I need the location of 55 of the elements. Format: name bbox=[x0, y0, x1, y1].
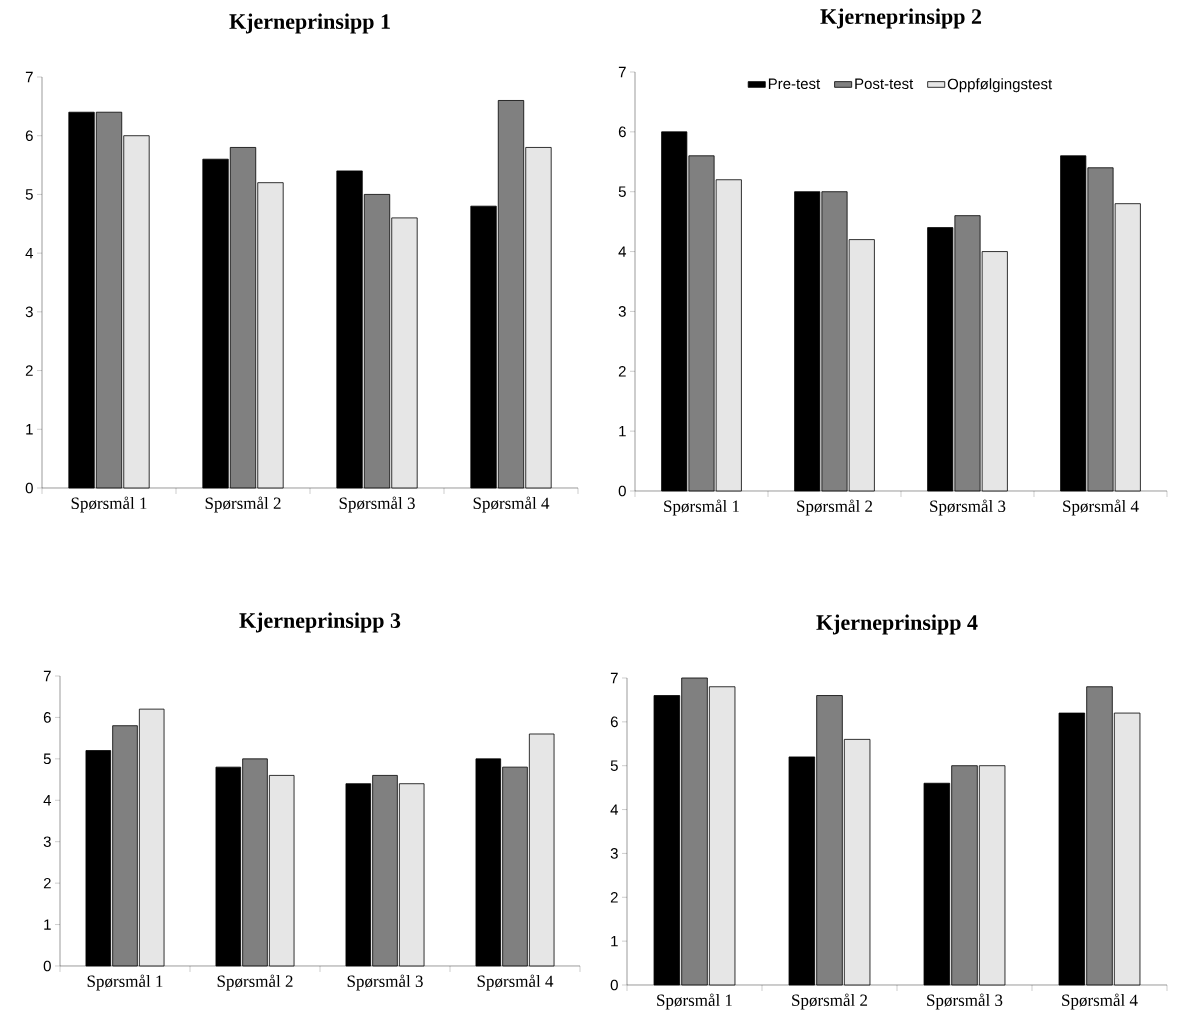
y-tick-label: 1 bbox=[619, 425, 626, 437]
y-tick-label: 5 bbox=[610, 760, 618, 771]
y-tick-label: 6 bbox=[43, 712, 51, 723]
x-tick-label: Spørsmål 3 bbox=[930, 499, 1006, 516]
y-tick-label: 4 bbox=[610, 804, 619, 815]
y-tick-label: 0 bbox=[610, 979, 618, 991]
y-tick-label: 7 bbox=[610, 672, 618, 684]
y-tick-label: 5 bbox=[25, 189, 33, 200]
y-tick-label: 4 bbox=[43, 795, 52, 806]
x-tick-label: Spørsmål 3 bbox=[347, 974, 423, 991]
y-tick-label: 2 bbox=[43, 877, 51, 889]
legend-label: Oppfølgingstest bbox=[947, 78, 1053, 93]
y-tick-label: 3 bbox=[25, 306, 33, 318]
y-tick-label: 4 bbox=[618, 246, 627, 257]
y-tick-label: 0 bbox=[25, 482, 33, 494]
x-tick-label: Spørsmål 3 bbox=[927, 993, 1003, 1010]
y-tick-label: 7 bbox=[43, 670, 51, 682]
y-tick-label: 3 bbox=[610, 848, 618, 859]
y-tick-label: 0 bbox=[43, 960, 51, 972]
x-tick-label: Spørsmål 4 bbox=[1063, 499, 1139, 516]
y-tick-label: 5 bbox=[618, 186, 626, 197]
x-tick-label: Spørsmål 1 bbox=[664, 499, 739, 516]
chart-title: Kjerneprinsipp 2 bbox=[820, 8, 982, 29]
x-tick-label: Spørsmål 4 bbox=[1062, 993, 1138, 1010]
legend-label: Post-test bbox=[855, 78, 914, 90]
y-tick-label: 1 bbox=[26, 424, 33, 435]
y-tick-label: 1 bbox=[611, 935, 618, 947]
y-tick-label: 3 bbox=[43, 836, 51, 848]
legend-label: Pre-test bbox=[768, 78, 821, 90]
y-tick-label: 5 bbox=[43, 753, 51, 765]
x-tick-label: Spørsmål 2 bbox=[797, 499, 873, 516]
x-tick-label: Spørsmål 3 bbox=[339, 496, 415, 513]
y-tick-label: 3 bbox=[618, 306, 626, 317]
y-tick-label: 1 bbox=[44, 919, 51, 930]
x-tick-label: Spørsmål 2 bbox=[205, 496, 281, 513]
x-tick-label: Spørsmål 1 bbox=[657, 993, 732, 1010]
x-tick-label: Spørsmål 2 bbox=[792, 993, 868, 1010]
chart-title: Kjerneprinsipp 3 bbox=[239, 612, 401, 633]
y-tick-label: 0 bbox=[618, 485, 626, 497]
y-tick-label: 4 bbox=[25, 247, 34, 259]
y-tick-label: 6 bbox=[610, 716, 618, 728]
chart-title: Kjerneprinsipp 4 bbox=[816, 614, 978, 635]
x-tick-label: Spørsmål 1 bbox=[71, 496, 147, 513]
y-tick-label: 6 bbox=[25, 130, 33, 142]
x-tick-label: Spørsmål 4 bbox=[477, 974, 554, 991]
y-tick-label: 2 bbox=[25, 365, 33, 376]
y-tick-label: 6 bbox=[618, 126, 626, 138]
x-tick-label: Spørsmål 2 bbox=[217, 974, 293, 991]
x-tick-label: Spørsmål 1 bbox=[87, 974, 163, 991]
y-tick-label: 7 bbox=[618, 66, 626, 78]
chart-title: Kjerneprinsipp 1 bbox=[229, 13, 390, 34]
x-tick-label: Spørsmål 4 bbox=[473, 496, 550, 513]
y-tick-label: 2 bbox=[618, 366, 626, 377]
y-tick-label: 7 bbox=[25, 71, 33, 83]
y-tick-label: 2 bbox=[610, 892, 618, 903]
